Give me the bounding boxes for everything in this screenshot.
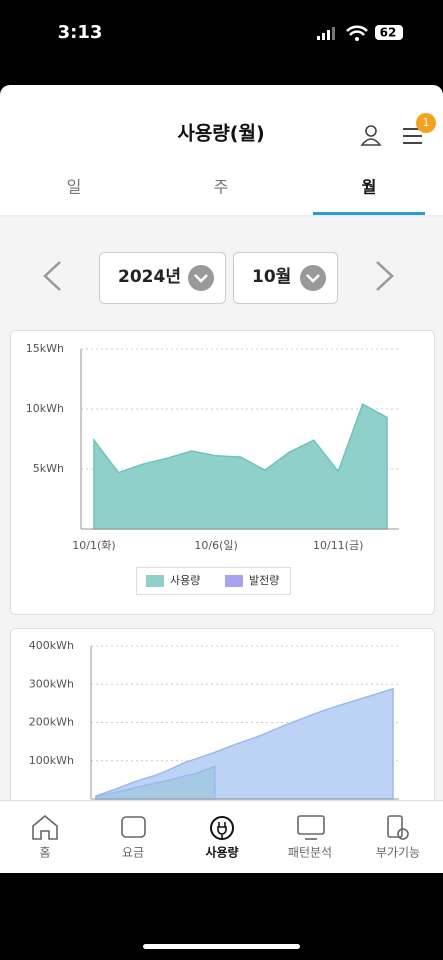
chart: 100kWh 200kWh 300kWh 400kWh (29, 639, 399, 800)
y-tick-label: 200kWh (29, 716, 74, 729)
y-tick-label: 10kWh (26, 402, 64, 415)
y-tick-label: 5kWh (33, 462, 64, 475)
dropdown[interactable]: 10월 (233, 252, 338, 304)
area (95, 765, 216, 800)
area (93, 403, 388, 530)
y-tick-label: 100kWh (29, 754, 74, 767)
tab[interactable]: 일 (67, 178, 82, 197)
nav-label[interactable]: 사용량 (205, 845, 238, 860)
dropdown-chevron (194, 274, 208, 283)
nav-label[interactable]: 부가기능 (376, 846, 420, 860)
prev-button[interactable] (43, 261, 61, 291)
badge (416, 113, 436, 133)
usage-icon (210, 816, 234, 840)
fee-icon (121, 816, 146, 838)
nav-label[interactable]: 패턴분석 (288, 846, 332, 860)
extra-plus (397, 828, 409, 840)
wifi-dot (355, 37, 359, 41)
area (95, 687, 394, 800)
home-indicator (143, 944, 300, 949)
tab-indicator (313, 212, 425, 215)
header-title: 사용량(월) (177, 123, 264, 145)
tab[interactable]: 월 (362, 178, 377, 197)
status-time: 3:13 (58, 22, 103, 43)
profile-button[interactable] (360, 125, 382, 146)
legend-label: 발전량 (249, 574, 279, 587)
x-tick-label: 10/1(화) (72, 539, 115, 552)
pattern-icon (297, 815, 325, 835)
badge-count: 1 (423, 116, 430, 129)
chart: 5kWh 10kWh 15kWh 10/1(화) 10/6(일) 10/11(금) 사용량 발… (26, 342, 399, 595)
battery-icon (375, 25, 403, 40)
home-icon (32, 814, 58, 840)
dropdown-chevron (306, 274, 320, 283)
tab[interactable]: 주 (214, 178, 229, 197)
dropdown-icon (188, 265, 214, 291)
nav-label[interactable]: 요금 (122, 846, 144, 860)
dropdown-label: 10월 (252, 267, 291, 287)
y-tick-label: 400kWh (29, 639, 74, 652)
nav-label[interactable]: 홈 (39, 846, 50, 860)
legend-swatch (146, 575, 164, 587)
plug-icon (217, 822, 227, 838)
dropdown-box (99, 252, 226, 304)
y-tick-label: 15kWh (26, 342, 64, 355)
legend-label: 사용량 (170, 574, 200, 587)
dropdown-icon (300, 265, 326, 291)
wifi-icon (346, 25, 368, 36)
next-button[interactable] (376, 261, 394, 291)
extra-icon (387, 815, 403, 838)
x-tick-label: 10/11(금) (313, 539, 363, 552)
signal-icon (317, 27, 335, 40)
dropdown-label: 2024년 (118, 267, 181, 287)
x-tick-label: 10/6(일) (194, 538, 237, 552)
dropdown[interactable]: 2024년 (99, 252, 226, 304)
y-tick-label: 300kWh (29, 677, 74, 690)
legend-swatch (225, 575, 243, 587)
battery-level: 62 (380, 26, 397, 40)
